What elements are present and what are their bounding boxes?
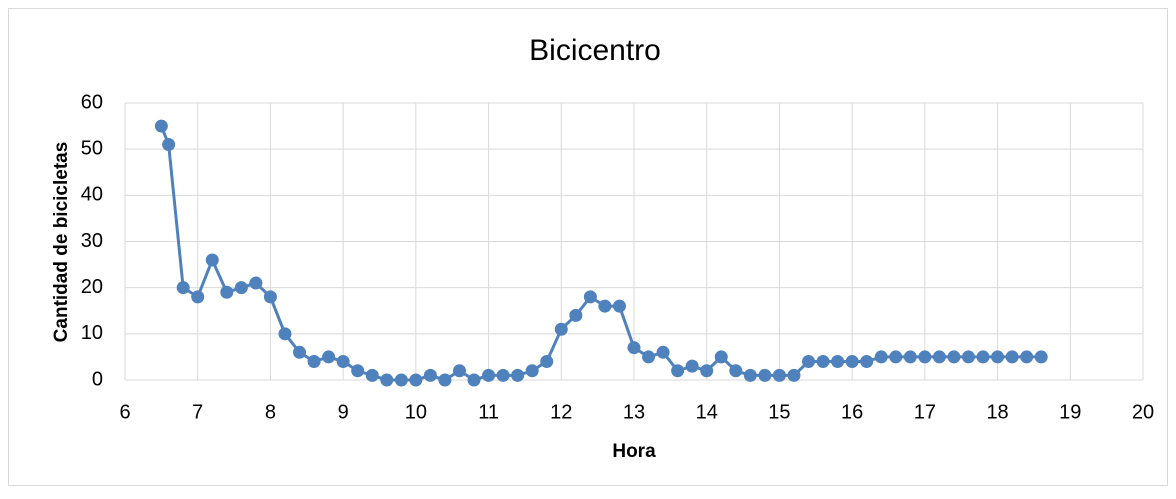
- x-tick-label: 12: [550, 401, 572, 423]
- data-point: [583, 290, 597, 304]
- data-point: [496, 368, 510, 382]
- data-point: [234, 281, 248, 295]
- data-point: [438, 373, 452, 387]
- data-point: [409, 373, 423, 387]
- y-tick-label: 60: [81, 91, 103, 113]
- data-point: [903, 350, 917, 364]
- data-point: [162, 138, 176, 152]
- y-tick-label: 0: [92, 368, 103, 390]
- data-point: [278, 327, 292, 341]
- data-point: [831, 355, 845, 369]
- data-point: [656, 345, 670, 359]
- x-tick-label: 20: [1132, 401, 1154, 423]
- data-point: [482, 368, 496, 382]
- chart-border: [8, 8, 1168, 486]
- data-point: [598, 299, 612, 313]
- x-tick-label: 15: [768, 401, 790, 423]
- data-point: [932, 350, 946, 364]
- data-point: [860, 355, 874, 369]
- data-point: [540, 355, 554, 369]
- data-point: [642, 350, 656, 364]
- data-point: [947, 350, 961, 364]
- data-point: [787, 368, 801, 382]
- chart-title: Bicicentro: [529, 34, 661, 67]
- data-point: [976, 350, 990, 364]
- data-point: [293, 345, 307, 359]
- data-point: [816, 355, 830, 369]
- data-point: [671, 364, 685, 378]
- data-point: [554, 322, 568, 336]
- data-point: [758, 368, 772, 382]
- x-tick-label: 9: [338, 401, 349, 423]
- x-tick-label: 8: [265, 401, 276, 423]
- data-point: [380, 373, 394, 387]
- x-tick-label: 18: [986, 401, 1008, 423]
- data-point: [511, 368, 525, 382]
- data-point: [423, 368, 437, 382]
- x-tick-label: 16: [841, 401, 863, 423]
- data-point: [351, 364, 365, 378]
- data-point: [991, 350, 1005, 364]
- x-tick-label: 7: [192, 401, 203, 423]
- data-point: [220, 285, 234, 299]
- data-point: [452, 364, 466, 378]
- data-point: [612, 299, 626, 313]
- data-point: [191, 290, 205, 304]
- data-point: [365, 368, 379, 382]
- data-point: [918, 350, 932, 364]
- data-point: [1034, 350, 1048, 364]
- x-axis-label: Hora: [612, 441, 656, 462]
- y-tick-label: 10: [81, 322, 103, 344]
- x-tick-label: 17: [914, 401, 936, 423]
- data-point: [802, 355, 816, 369]
- data-point: [525, 364, 539, 378]
- data-point: [700, 364, 714, 378]
- x-tick-label: 6: [119, 401, 130, 423]
- data-point: [249, 276, 263, 290]
- x-tick-label: 14: [696, 401, 718, 423]
- data-point: [307, 355, 321, 369]
- x-tick-label: 11: [478, 401, 499, 423]
- data-point: [845, 355, 859, 369]
- data-point: [743, 368, 757, 382]
- y-tick-label: 40: [81, 184, 103, 206]
- x-tick-label: 13: [623, 401, 645, 423]
- data-point: [772, 368, 786, 382]
- y-axis-label: Cantidad de bicicletas: [51, 142, 72, 343]
- data-point: [322, 350, 336, 364]
- data-point: [205, 253, 219, 267]
- data-point: [961, 350, 975, 364]
- data-point: [729, 364, 743, 378]
- data-point: [627, 341, 641, 355]
- y-tick-label: 20: [81, 276, 103, 298]
- data-point: [889, 350, 903, 364]
- data-point: [467, 373, 481, 387]
- y-tick-label: 50: [81, 137, 103, 159]
- data-point: [263, 290, 277, 304]
- data-point: [874, 350, 888, 364]
- data-point: [154, 119, 168, 133]
- data-point: [1005, 350, 1019, 364]
- data-point: [569, 308, 583, 322]
- data-point: [336, 355, 350, 369]
- data-point: [176, 281, 190, 295]
- x-tick-label: 10: [405, 401, 427, 423]
- x-tick-label: 19: [1059, 401, 1081, 423]
- data-point: [1020, 350, 1034, 364]
- data-point: [714, 350, 728, 364]
- data-point: [685, 359, 699, 373]
- y-tick-label: 30: [81, 230, 103, 252]
- data-point: [394, 373, 408, 387]
